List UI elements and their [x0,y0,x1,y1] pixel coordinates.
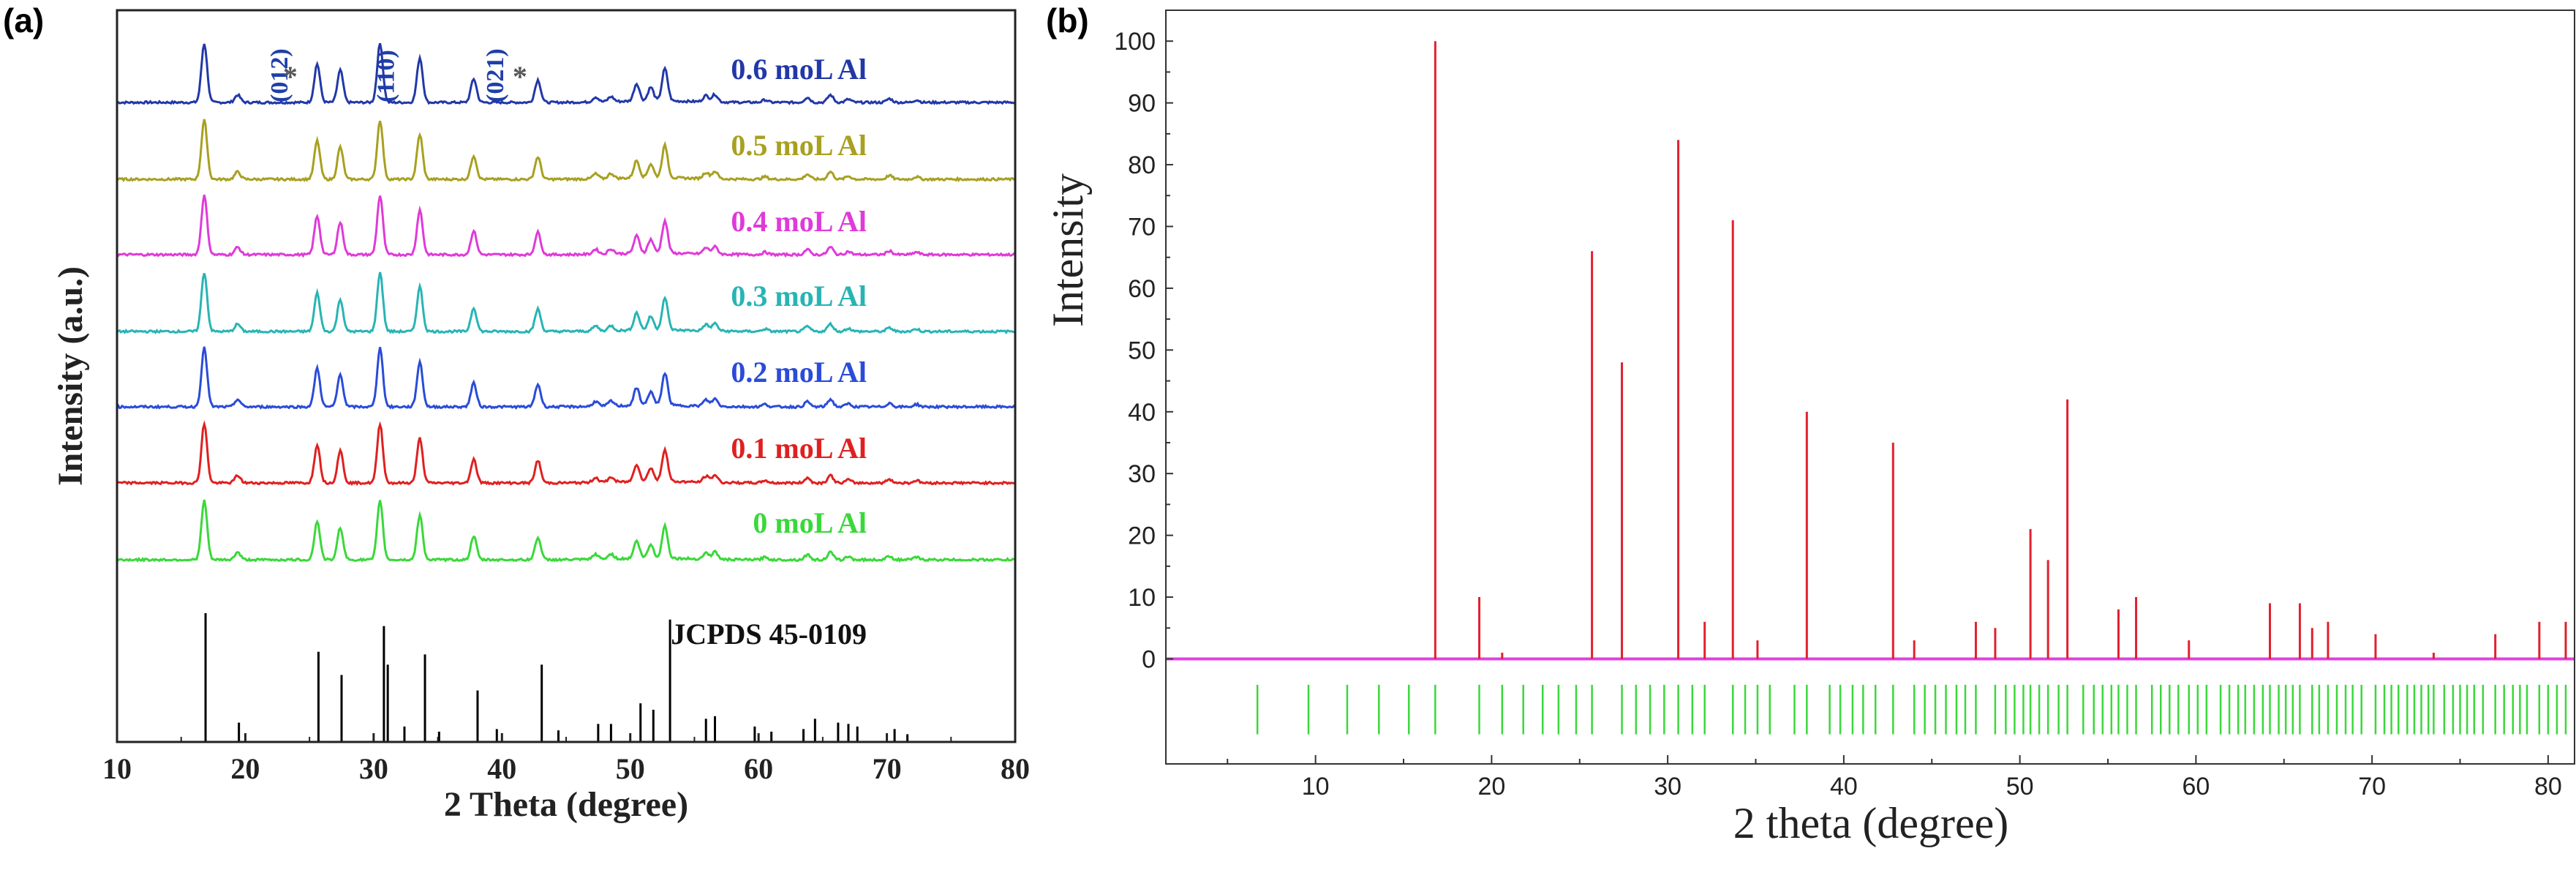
b-x-tick-label: 40 [1830,773,1858,800]
b-y-tick-label: 20 [1128,522,1156,550]
a-series-line [116,119,1016,183]
a-x-ticks: 10 20 30 40 50 60 70 80 [102,733,1030,785]
a-series [116,42,1016,563]
b-y-ticks: 0 10 20 30 40 50 60 70 80 90 100 [1114,28,1173,673]
panel-a-label: (a) [3,1,44,40]
a-x-tick-label: 20 [230,752,260,785]
a-series-label: 0.2 moL Al [731,356,867,389]
b-bragg-positions [1256,684,2567,735]
a-series-line [116,271,1016,334]
panel-a: (a) (012)* (110) (021) * 0.6 moL Al 0.5 moL … [3,1,1030,824]
b-x-tick-label: 30 [1654,773,1681,800]
b-y-tick-label: 30 [1128,460,1156,488]
a-series-line [116,499,1016,563]
a-series-line [116,420,1016,487]
a-series-labels: 0.6 moL Al 0.5 moL Al 0.4 moL Al 0.3 moL Al… [731,53,867,539]
b-y-tick-label: 50 [1128,337,1156,364]
b-y-tick-label: 60 [1128,275,1156,303]
b-x-tick-label: 50 [2006,773,2034,800]
a-annotation-hkl: (012) [266,48,293,102]
a-annotations: (012)* (110) (021) * [266,48,527,102]
b-x-axis-title: 2 theta (degree) [1733,799,2008,847]
b-plot-frame [1165,10,2575,765]
a-x-tick-label: 80 [1001,752,1030,785]
a-series-label: 0 moL Al [753,506,867,539]
b-y-axis-title: Intensity [1044,173,1092,327]
b-x-tick-label: 70 [2358,773,2386,800]
a-series-label: 0.3 moL Al [731,280,867,312]
b-x-tick-label: 80 [2534,773,2562,800]
panel-b-label: (b) [1046,1,1089,40]
a-annotation-star: * [513,60,527,93]
a-x-tick-label: 60 [744,752,773,785]
panel-b: (b) 0 10 20 30 40 50 60 70 80 90 100 10 20 30 40 50 60 7… [1044,1,2575,847]
a-annotation-hkl: (021) [482,48,509,102]
b-y-tick-label: 100 [1114,28,1156,56]
a-plot-frame [116,9,1017,743]
a-series-label: 0.1 moL Al [731,432,867,465]
b-y-tick-label: 70 [1128,213,1156,241]
a-reference-label: JCPDS 45-0109 [671,618,867,650]
a-reference [204,613,909,742]
b-x-tick-label: 10 [1302,773,1330,800]
b-calculated-peaks [1434,41,2567,659]
b-y-tick-label: 40 [1128,399,1156,427]
b-x-tick-label: 60 [2182,773,2210,800]
a-x-tick-label: 10 [102,752,132,785]
a-series-label: 0.5 moL Al [731,129,867,162]
a-series-line [116,42,1016,105]
b-y-tick-label: 0 [1142,645,1156,673]
b-x-ticks: 10 20 30 40 50 60 70 80 [1227,755,2562,800]
a-series-line [116,195,1016,258]
b-y-tick-label: 90 [1128,90,1156,118]
a-x-tick-label: 30 [359,752,388,785]
a-x-tick-label: 40 [487,752,516,785]
a-annotation-star: * [283,60,298,93]
a-x-axis-title: 2 Theta (degree) [444,785,688,824]
b-x-tick-label: 20 [1477,773,1505,800]
b-y-tick-label: 10 [1128,584,1156,612]
a-y-axis-title: Intensity (a.u.) [51,266,90,486]
a-x-tick-label: 50 [616,752,645,785]
a-series-line [116,346,1016,410]
a-x-tick-label: 70 [873,752,902,785]
a-series-label: 0.6 moL Al [731,53,867,86]
b-y-tick-label: 80 [1128,151,1156,179]
a-series-label: 0.4 moL Al [731,205,867,238]
